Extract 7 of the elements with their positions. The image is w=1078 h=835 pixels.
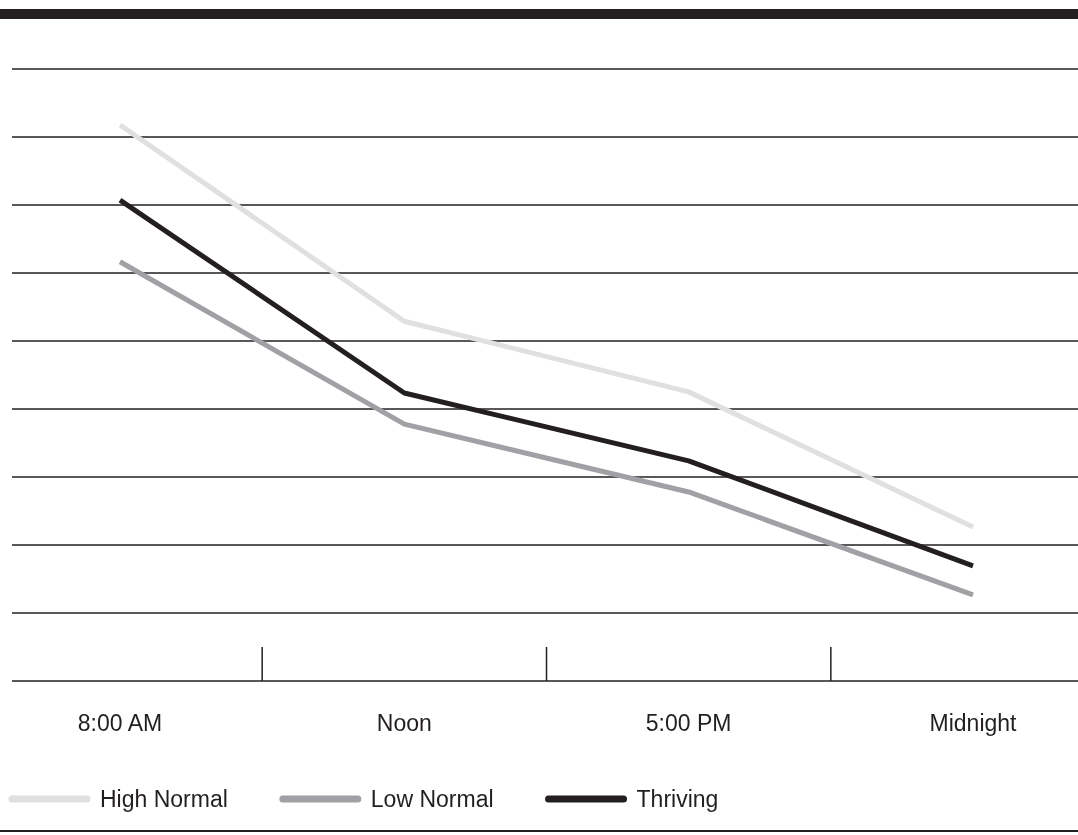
legend-label: Thriving	[636, 786, 719, 812]
x-tick-label: Midnight	[929, 710, 1018, 736]
legend-label: High Normal	[100, 786, 228, 812]
x-tick-label: 5:00 PM	[645, 710, 732, 736]
x-tick-label: Noon	[376, 710, 432, 736]
x-tick-label: 8:00 AM	[77, 710, 163, 736]
legend-label: Low Normal	[370, 786, 494, 812]
